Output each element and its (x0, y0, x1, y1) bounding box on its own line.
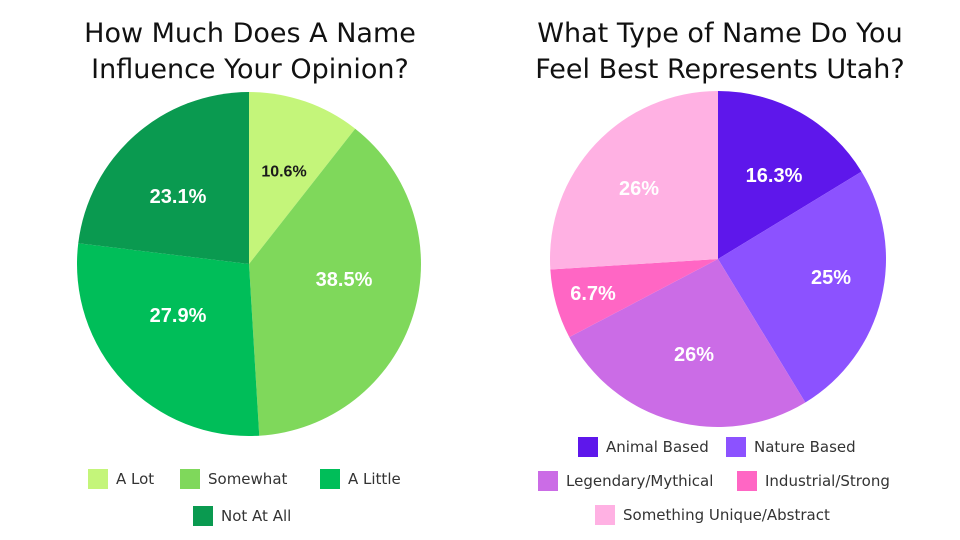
legend-item-legendary-mythical: Legendary/Mythical (538, 471, 713, 491)
legend-item-animal-based: Animal Based (578, 437, 709, 457)
pie-slice-something-unique-abstract (549, 91, 718, 270)
legend-item-something-unique-abstract: Something Unique/Abstract (595, 505, 830, 525)
pie-slice-legendary-mythical (569, 259, 806, 428)
legend-label-nature-based: Nature Based (754, 438, 856, 456)
left-chart-title: How Much Does A Name Influence Your Opin… (40, 16, 460, 88)
legend-label-industrial-strong: Industrial/Strong (765, 472, 890, 490)
pie-slice-animal-based (718, 91, 862, 259)
pie-slice-not-at-all (78, 91, 249, 264)
left-chart-title-line-2: Influence Your Opinion? (91, 54, 409, 85)
legend-swatch-industrial-strong (737, 471, 757, 491)
legend-item-a-lot: A Lot (88, 469, 154, 489)
right-chart-title-line-2: Feel Best Represents Utah? (535, 54, 905, 85)
legend-label-something-unique-abstract: Something Unique/Abstract (623, 506, 830, 524)
slice-label-nature-based: 25% (811, 267, 851, 289)
legend-swatch-nature-based (726, 437, 746, 457)
slice-label-animal-based: 16.3% (746, 165, 803, 187)
legend-swatch-animal-based (578, 437, 598, 457)
slice-label-industrial-strong: 6.7% (570, 283, 616, 305)
legend-label-legendary-mythical: Legendary/Mythical (566, 472, 714, 490)
legend-item-industrial-strong: Industrial/Strong (737, 471, 890, 491)
slice-label-a-little: 27.9% (150, 305, 207, 327)
slice-label-somewhat: 38.5% (316, 269, 373, 291)
left-chart-title-line-1: How Much Does A Name (84, 18, 416, 49)
legend-label-somewhat: Somewhat (208, 470, 288, 488)
legend-label-a-little: A Little (348, 470, 401, 488)
right-chart-title-line-1: What Type of Name Do You (537, 18, 903, 49)
legend-item-nature-based: Nature Based (726, 437, 856, 457)
legend-swatch-not-at-all (193, 506, 213, 526)
pie-slice-industrial-strong (550, 259, 718, 338)
legend-label-animal-based: Animal Based (606, 438, 709, 456)
legend-swatch-something-unique-abstract (595, 505, 615, 525)
slice-label-a-lot: 10.6% (261, 164, 306, 181)
legend-item-not-at-all: Not At All (193, 506, 291, 526)
legend-swatch-a-lot (88, 469, 108, 489)
pie-slice-a-lot (249, 92, 356, 264)
legend-swatch-somewhat (180, 469, 200, 489)
legend-item-a-little: A Little (320, 469, 401, 489)
legend-swatch-a-little (320, 469, 340, 489)
pie-slice-a-little (76, 243, 260, 436)
legend-swatch-legendary-mythical (538, 471, 558, 491)
pie-slice-nature-based (718, 171, 887, 403)
right-chart-title: What Type of Name Do You Feel Best Repre… (500, 16, 940, 88)
legend-label-a-lot: A Lot (116, 470, 155, 488)
legend-label-not-at-all: Not At All (221, 507, 292, 525)
pie-slice-somewhat (249, 128, 421, 436)
slice-label-not-at-all: 23.1% (150, 186, 207, 208)
slice-label-something-unique-abstract: 26% (619, 178, 659, 200)
slice-label-legendary-mythical: 26% (674, 344, 714, 366)
legend-item-somewhat: Somewhat (180, 469, 287, 489)
